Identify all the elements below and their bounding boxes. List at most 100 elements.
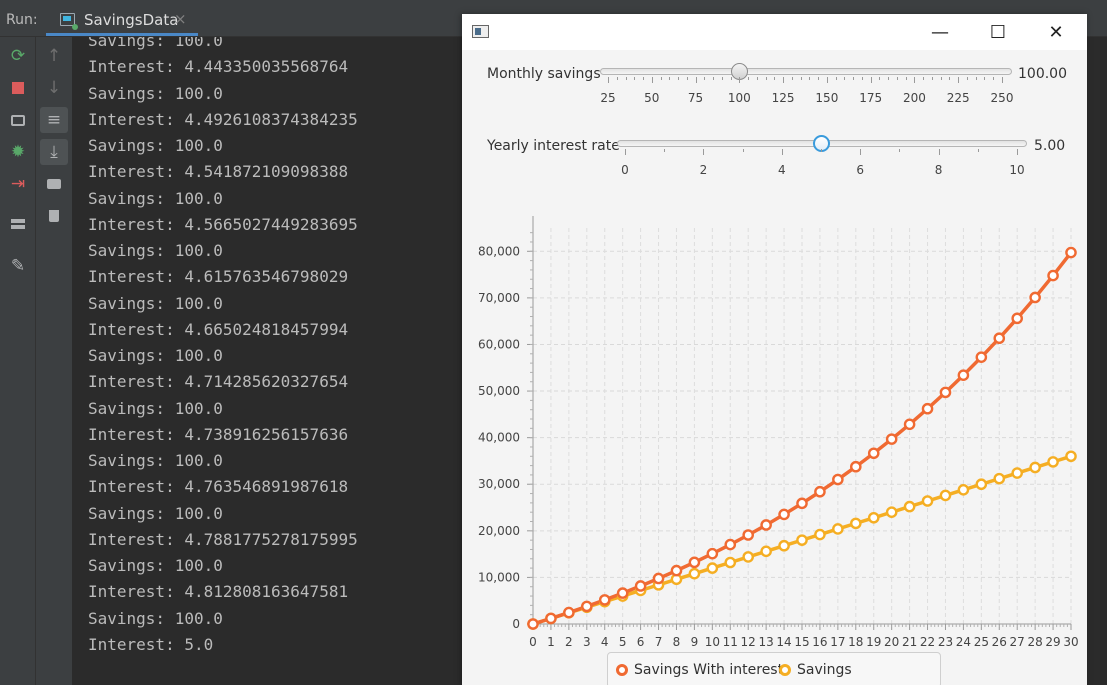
slider-tick-label: 200 <box>902 91 926 105</box>
x-axis-tick-label: 17 <box>830 635 845 649</box>
slider-tick-label: 100 <box>727 91 751 105</box>
data-point-savings <box>724 556 737 569</box>
slider-tick-label: 50 <box>644 91 660 105</box>
scroll-to-end-icon[interactable]: ⤓ <box>40 139 68 165</box>
x-axis-tick-label: 5 <box>619 635 627 649</box>
x-axis-tick-label: 25 <box>974 635 989 649</box>
legend-item-savings: Savings <box>779 662 852 678</box>
exit-icon[interactable]: ⇥ <box>10 174 26 194</box>
slider-minor-tick <box>765 77 767 80</box>
console-line: Savings: 100.0 <box>88 241 223 260</box>
window-titlebar[interactable]: — ☐ ✕ <box>462 14 1087 50</box>
x-axis-tick-label: 9 <box>691 635 699 649</box>
slider-minor-tick <box>899 149 901 152</box>
data-point-savings <box>778 539 790 552</box>
slider-major-tick <box>870 77 872 83</box>
print-icon[interactable] <box>40 171 68 197</box>
data-point-savings <box>957 484 970 496</box>
x-axis-tick-label: 13 <box>758 635 773 649</box>
data-point-savings-with-interest <box>814 485 826 498</box>
console-line: Interest: 4.4926108374384235 <box>88 109 358 129</box>
data-point-savings-with-interest <box>598 594 611 606</box>
slider-tick-label: 225 <box>946 91 970 105</box>
console-line: Interest: 4.615763546798029 <box>88 267 349 287</box>
slider-major-tick <box>826 77 828 83</box>
data-point-savings <box>1029 461 1041 474</box>
y-axis-tick-label: 30,000 <box>478 477 520 491</box>
slider-minor-tick <box>669 77 671 80</box>
y-axis-tick-label: 80,000 <box>478 244 520 258</box>
trash-icon[interactable] <box>40 203 68 229</box>
soft-wrap-icon[interactable]: ≡ <box>40 107 68 133</box>
layout-icon[interactable] <box>4 211 32 237</box>
data-point-savings <box>903 500 916 513</box>
slider-minor-tick <box>678 77 680 80</box>
close-tab-icon[interactable]: × <box>174 10 187 28</box>
slider-minor-tick <box>686 77 688 80</box>
x-axis-tick-label: 7 <box>655 635 663 649</box>
running-indicator-icon <box>72 24 78 30</box>
minimize-button[interactable]: — <box>931 21 949 43</box>
data-point-savings-with-interest <box>545 612 557 625</box>
console-line: Savings: 100.0 <box>88 556 223 575</box>
camera-icon[interactable] <box>4 107 32 133</box>
data-point-savings-with-interest <box>616 587 629 599</box>
slider-minor-tick <box>664 149 666 152</box>
data-point-savings <box>921 495 934 507</box>
slider-minor-tick <box>879 77 881 80</box>
console-output[interactable]: Savings: 100.0 Interest: 4.44335003556876… <box>72 37 462 685</box>
debug-bug-icon[interactable]: ✹ <box>10 142 26 162</box>
x-axis-tick-label: 8 <box>673 635 681 649</box>
console-line: Interest: 4.5665027449283695 <box>88 214 358 234</box>
monthly-savings-slider-track[interactable] <box>600 68 1012 75</box>
console-line: Interest: 4.812808163647581 <box>88 582 349 602</box>
close-button[interactable]: ✕ <box>1048 21 1064 43</box>
data-point-savings-with-interest <box>634 580 647 592</box>
slider-major-tick <box>914 77 916 83</box>
data-point-savings-with-interest <box>939 386 952 399</box>
slider-minor-tick <box>835 77 837 80</box>
x-axis-tick-label: 26 <box>992 635 1007 649</box>
slider-major-tick <box>1002 77 1003 83</box>
ide-top-strip <box>0 0 1107 6</box>
maximize-button[interactable]: ☐ <box>989 21 1007 43</box>
console-line: Savings: 100.0 <box>88 83 223 103</box>
slider-minor-tick <box>660 77 662 80</box>
slider-minor-tick <box>730 77 732 80</box>
legend-marker-savings-with-interest <box>616 664 628 676</box>
legend-item-savings-with-interest: Savings With interest <box>616 662 783 678</box>
slider-minor-tick <box>800 77 802 80</box>
slider-major-tick <box>625 149 626 155</box>
slider-minor-tick <box>742 149 744 152</box>
y-axis-tick-label: 40,000 <box>478 431 520 445</box>
up-arrow-icon[interactable]: ↑ <box>46 46 62 66</box>
x-axis-tick-label: 10 <box>705 635 720 649</box>
slider-minor-tick <box>977 149 979 152</box>
console-line: Interest: 4.541872109098388 <box>88 162 349 182</box>
slider-major-tick <box>781 149 783 155</box>
pin-icon[interactable]: ✎ <box>10 256 26 276</box>
savings-line-chart: 0 10,000 20,000 30,000 40,000 50,000 60,000 70,… <box>478 216 1079 649</box>
x-axis-tick-label: 24 <box>956 635 971 649</box>
run-tab-savingsdata[interactable]: SavingsData × <box>46 6 198 36</box>
data-point-savings-with-interest <box>832 473 844 486</box>
slider-minor-tick <box>821 149 822 152</box>
x-axis-tick-label: 1 <box>547 635 555 649</box>
window-content: Monthly savings 100.00 25 50 75 100 125 150 17… <box>462 50 1087 685</box>
down-arrow-icon[interactable]: ↓ <box>46 78 62 98</box>
slider-minor-tick <box>616 77 618 80</box>
stop-icon[interactable] <box>4 75 32 101</box>
data-point-savings <box>796 534 808 546</box>
savings-app-window: — ☐ ✕ Monthly savings 100.00 25 50 75 100 12… <box>462 14 1087 685</box>
slider-minor-tick <box>984 77 986 80</box>
slider-tick-label: 175 <box>859 91 883 105</box>
monthly-savings-label: Monthly savings <box>487 66 601 82</box>
data-point-savings-with-interest <box>1065 246 1077 259</box>
y-axis-tick-label: 60,000 <box>478 337 520 351</box>
data-point-savings <box>993 472 1006 485</box>
console-line: Interest: 4.738916256157636 <box>88 424 349 444</box>
data-point-savings <box>885 506 898 518</box>
rerun-icon[interactable]: ⟳ <box>10 46 26 66</box>
slider-minor-tick <box>756 77 758 80</box>
x-axis-tick-label: 29 <box>1045 635 1060 649</box>
